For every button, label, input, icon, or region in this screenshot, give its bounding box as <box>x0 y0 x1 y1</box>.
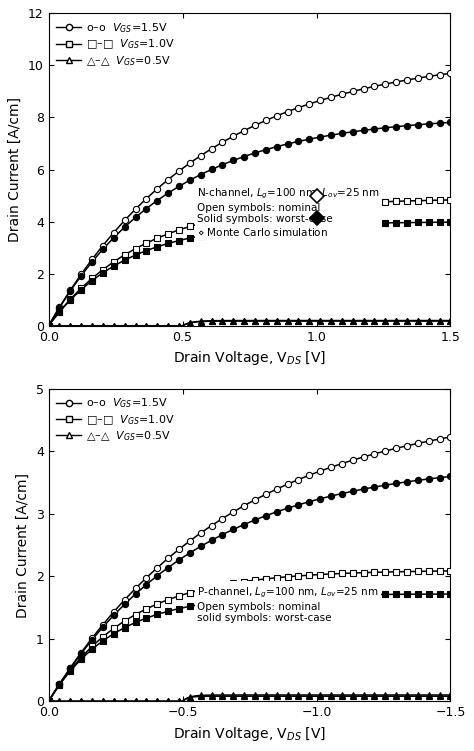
X-axis label: Drain Voltage, V$_{DS}$ [V]: Drain Voltage, V$_{DS}$ [V] <box>173 725 326 743</box>
X-axis label: Drain Voltage, V$_{DS}$ [V]: Drain Voltage, V$_{DS}$ [V] <box>173 349 326 367</box>
Y-axis label: Drain Current [A/cm]: Drain Current [A/cm] <box>16 472 30 617</box>
Y-axis label: Drain Current [A/cm]: Drain Current [A/cm] <box>9 97 22 242</box>
Legend: o–o  $V_{GS}$=1.5V, □–□  $V_{GS}$=1.0V, △–△  $V_{GS}$=0.5V: o–o $V_{GS}$=1.5V, □–□ $V_{GS}$=1.0V, △–… <box>54 394 178 445</box>
Text: P-channel, $L_g$=100 nm, $L_{ov}$=25 nm
Open symbols: nominal
solid symbols: wor: P-channel, $L_g$=100 nm, $L_{ov}$=25 nm … <box>197 586 379 623</box>
Legend: o–o  $V_{GS}$=1.5V, □–□  $V_{GS}$=1.0V, △–△  $V_{GS}$=0.5V: o–o $V_{GS}$=1.5V, □–□ $V_{GS}$=1.0V, △–… <box>54 19 178 70</box>
Text: N-channel, $L_g$=100 nm, $L_{ov}$=25 nm
Open symbols: nominal
Solid symbols: wor: N-channel, $L_g$=100 nm, $L_{ov}$=25 nm … <box>197 187 380 238</box>
